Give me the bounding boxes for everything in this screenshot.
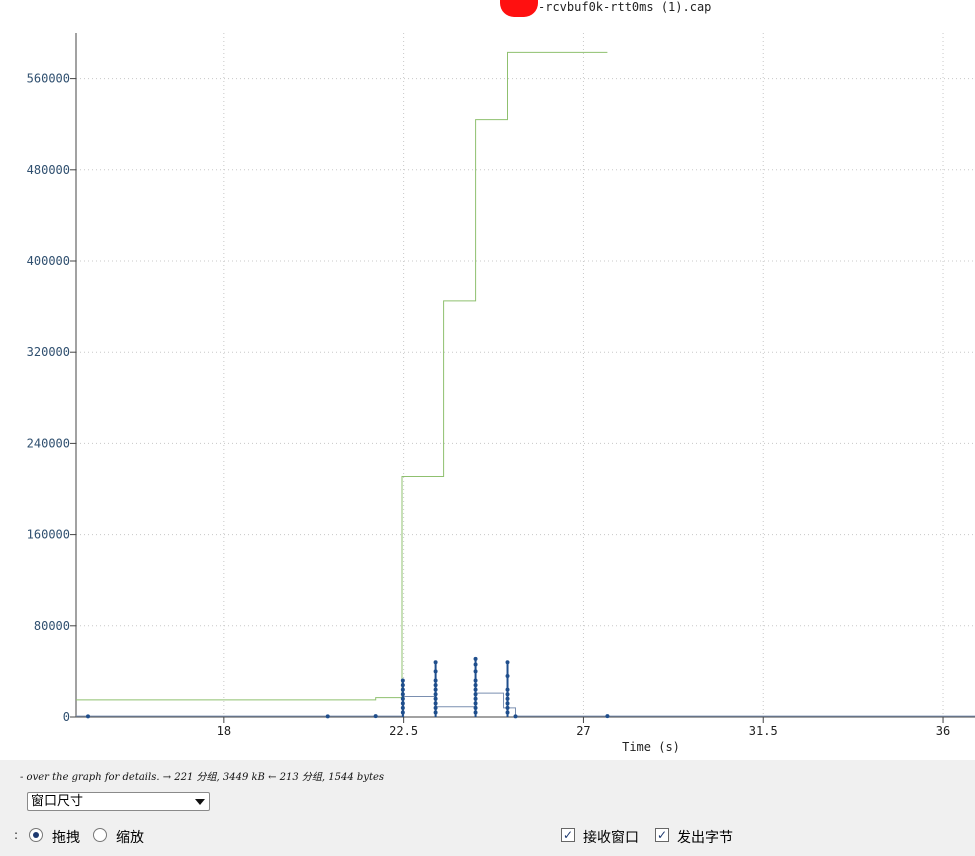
x-tick-label-2: 27 [576,724,590,738]
y-tick-label-5: 400000 [27,254,70,268]
graph-type-select-value: 窗口尺寸 [31,794,84,809]
data-point-0 [85,714,90,719]
x-tick-label-1: 22.5 [389,724,418,738]
chart[interactable]: 0 80000 160000 240000 320000 400000 480000 5600… [0,0,975,760]
rwnd-checkbox-label: 接收窗口 [583,830,639,846]
data-point-2 [373,714,378,719]
mouse-label-edge: : [14,828,19,842]
control-panel: - over the graph for details. → 221 分组, … [0,760,975,856]
y-tick-label-4: 320000 [27,345,70,359]
y-axis-ticks: 0 80000 160000 240000 320000 400000 480000 5600… [27,72,76,724]
y-tick-label-1: 80000 [34,619,70,633]
x-axis-label: Time (s) [622,740,680,754]
data-point-1 [325,714,330,719]
y-tick-label-3: 240000 [27,436,70,450]
zoom-radio-label: 缩放 [116,830,144,846]
data-point-40 [513,714,518,719]
series-group [76,51,975,719]
y-tick-label-0: 0 [63,710,70,724]
window-step-line [76,692,975,717]
bytes-out-checkbox-label: 发出字节 [677,830,733,846]
hint-text: - over the graph for details. → 221 分组, … [20,772,385,783]
cumulative-step-line [76,51,608,701]
graph-title: -rcvbuf0k-rtt0ms (1).cap [538,0,712,14]
axes [75,33,975,718]
rwnd-checkbox[interactable]: ✓ [561,828,575,842]
x-tick-label-0: 18 [217,724,231,738]
drag-radio[interactable] [29,828,43,842]
data-point-41 [605,714,610,719]
x-tick-label-4: 36 [936,724,950,738]
y-tick-label-6: 480000 [27,163,70,177]
dropdown-arrow-icon [195,799,205,805]
redacted-mark [500,0,538,17]
drag-radio-label: 拖拽 [52,830,80,846]
y-tick-label-7: 560000 [27,72,70,86]
zoom-radio[interactable] [93,828,107,842]
bytes-out-checkbox[interactable]: ✓ [655,828,669,842]
grid-lines [76,33,975,717]
x-tick-label-3: 31.5 [749,724,778,738]
graph-type-select[interactable]: 窗口尺寸 [27,792,210,811]
x-axis-ticks: 18 22.5 27 31.5 36 [217,717,950,738]
y-tick-label-2: 160000 [27,528,70,542]
